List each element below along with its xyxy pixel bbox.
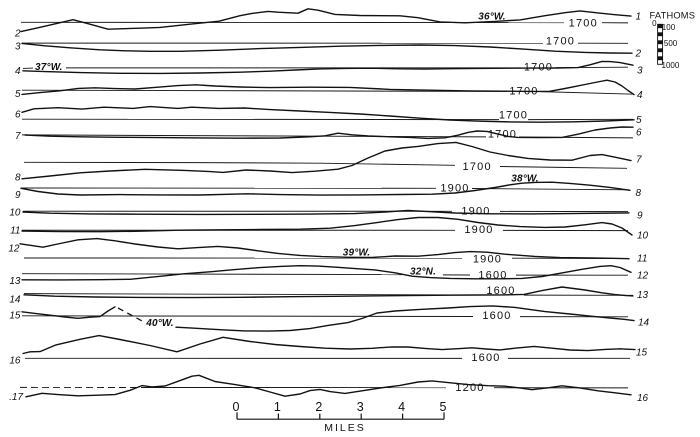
svg-text:5: 5: [15, 89, 21, 100]
svg-text:5: 5: [636, 115, 642, 126]
svg-text:9: 9: [15, 190, 21, 201]
svg-text:8: 8: [15, 173, 21, 184]
svg-text:3: 3: [15, 42, 21, 53]
svg-text:1900: 1900: [464, 224, 493, 236]
svg-text:14: 14: [9, 295, 21, 306]
svg-text:1900: 1900: [461, 206, 490, 218]
svg-text:10: 10: [637, 230, 649, 241]
svg-text:5: 5: [440, 400, 447, 414]
svg-text:2: 2: [635, 49, 642, 60]
svg-text:15: 15: [9, 311, 21, 322]
svg-text:11: 11: [10, 225, 20, 236]
svg-text:37°W.: 37°W.: [35, 62, 63, 73]
svg-text:1600: 1600: [478, 269, 507, 281]
svg-text:2: 2: [315, 400, 322, 414]
svg-text:10: 10: [9, 208, 21, 219]
svg-text:1700: 1700: [463, 161, 492, 173]
svg-text:8: 8: [636, 188, 642, 199]
svg-text:0: 0: [652, 19, 657, 28]
svg-text:1600: 1600: [471, 352, 500, 364]
svg-text:14: 14: [638, 318, 650, 329]
svg-text:36°W.: 36°W.: [478, 12, 506, 23]
svg-text:3: 3: [357, 400, 364, 414]
svg-text:2: 2: [14, 29, 21, 40]
svg-text:1000: 1000: [662, 61, 680, 70]
svg-text:13: 13: [9, 276, 21, 287]
svg-text:6: 6: [15, 110, 21, 121]
svg-text:12: 12: [8, 244, 20, 255]
svg-text:15: 15: [636, 348, 648, 359]
svg-text:16: 16: [9, 355, 21, 366]
svg-text:500: 500: [664, 39, 678, 48]
svg-text:39°W.: 39°W.: [343, 248, 371, 259]
svg-text:.17: .17: [9, 392, 23, 403]
svg-text:11: 11: [637, 254, 647, 265]
svg-text:MILES: MILES: [324, 422, 366, 434]
svg-text:7: 7: [636, 155, 642, 166]
svg-text:1700: 1700: [569, 17, 598, 29]
svg-text:4: 4: [637, 90, 643, 101]
svg-text:12: 12: [637, 271, 649, 282]
svg-text:0: 0: [233, 400, 240, 414]
svg-text:1700: 1700: [499, 110, 528, 122]
svg-text:1: 1: [274, 400, 281, 414]
svg-text:38°W.: 38°W.: [511, 173, 539, 184]
svg-text:13: 13: [637, 290, 649, 301]
svg-text:4: 4: [15, 66, 21, 77]
svg-text:FATHOMS: FATHOMS: [650, 10, 696, 20]
svg-text:1: 1: [636, 12, 642, 23]
svg-text:32°N.: 32°N.: [410, 267, 436, 278]
svg-text:4: 4: [398, 400, 405, 414]
svg-text:1600: 1600: [482, 310, 511, 322]
svg-text:1700: 1700: [546, 36, 575, 48]
svg-text:16: 16: [637, 393, 649, 404]
svg-text:3: 3: [637, 66, 643, 77]
svg-text:1700: 1700: [524, 61, 553, 73]
svg-text:7: 7: [15, 131, 21, 142]
svg-text:100: 100: [662, 23, 676, 32]
svg-text:9: 9: [637, 211, 643, 222]
svg-text:1900: 1900: [473, 253, 502, 265]
svg-text:40°W.: 40°W.: [145, 318, 174, 329]
svg-text:6: 6: [636, 127, 642, 138]
